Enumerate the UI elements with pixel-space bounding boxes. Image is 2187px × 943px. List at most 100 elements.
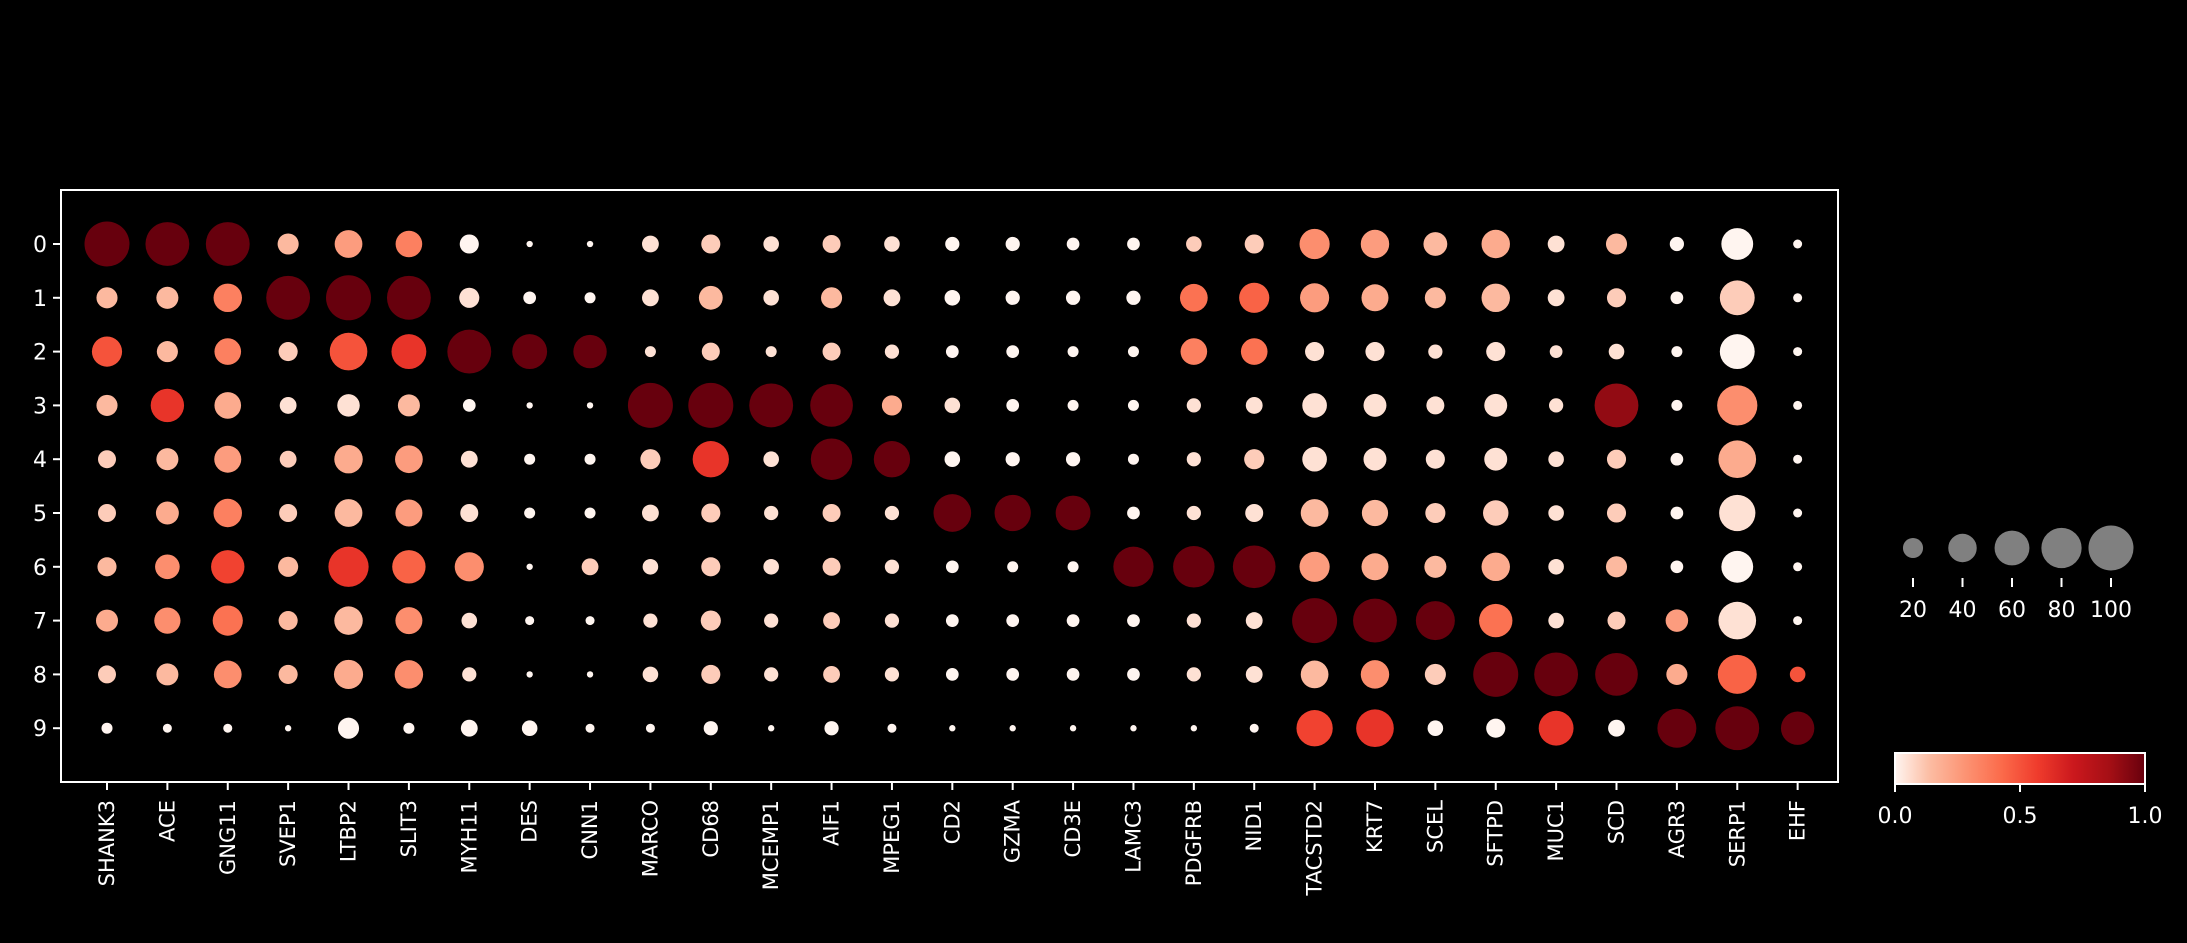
dot-PDGFRB-cluster-5 <box>1186 505 1201 521</box>
y-tick-label: 1 <box>33 287 47 312</box>
x-tick-label: TACSTD2 <box>1303 800 1327 897</box>
dot-SFTPD-cluster-2 <box>1486 342 1506 362</box>
y-tick-label: 6 <box>33 556 47 581</box>
dot-MYH11-cluster-3 <box>462 399 476 412</box>
dot-SCEL-cluster-3 <box>1426 396 1445 415</box>
dot-SHANK3-cluster-6 <box>97 557 117 577</box>
x-tick-label: SHANK3 <box>95 800 119 886</box>
dot-NID1-cluster-1 <box>1239 282 1270 313</box>
dot-GNG11-cluster-3 <box>214 392 242 419</box>
dot-CD2-cluster-0 <box>945 236 960 252</box>
dot-MYH11-cluster-8 <box>462 667 477 682</box>
dot-SHANK3-cluster-3 <box>96 394 118 416</box>
dot-SFTPD-cluster-8 <box>1473 651 1519 697</box>
dot-MPEG1-cluster-5 <box>884 505 900 521</box>
dot-PDGFRB-cluster-3 <box>1186 398 1201 413</box>
dot-AIF1-cluster-8 <box>823 665 840 683</box>
dot-MCEMP1-cluster-1 <box>763 290 779 306</box>
dot-SHANK3-cluster-1 <box>96 287 118 309</box>
dot-ACE-cluster-7 <box>154 607 181 634</box>
dot-MCEMP1-cluster-9 <box>768 725 775 732</box>
dot-SVEP1-cluster-9 <box>284 725 292 732</box>
dot-AGR3-cluster-5 <box>1670 506 1684 520</box>
size-legend-dot <box>1994 530 2030 566</box>
dot-SVEP1-cluster-3 <box>279 396 297 414</box>
dot-TACSTD2-cluster-8 <box>1300 660 1329 689</box>
dot-KRT7-cluster-7 <box>1353 598 1397 643</box>
dot-SLIT3-cluster-6 <box>392 550 426 584</box>
dot-TACSTD2-cluster-1 <box>1300 283 1330 313</box>
dot-PDGFRB-cluster-6 <box>1173 546 1215 588</box>
dot-MYH11-cluster-0 <box>459 234 479 254</box>
dot-SVEP1-cluster-7 <box>278 611 298 631</box>
dot-LAMC3-cluster-7 <box>1127 614 1140 627</box>
dot-NID1-cluster-7 <box>1245 612 1263 630</box>
size-legend-label: 40 <box>1949 598 1977 623</box>
dot-MARCO-cluster-1 <box>642 289 659 307</box>
dot-SHANK3-cluster-0 <box>84 221 130 267</box>
x-tick-label: KRT7 <box>1363 800 1387 853</box>
dot-SFTPD-cluster-1 <box>1481 283 1510 313</box>
dot-KRT7-cluster-1 <box>1361 284 1389 312</box>
dot-CNN1-cluster-5 <box>584 507 596 519</box>
dot-MCEMP1-cluster-6 <box>763 559 779 575</box>
dot-CNN1-cluster-8 <box>586 671 594 678</box>
dot-MUC1-cluster-3 <box>1549 398 1564 413</box>
dot-SCD-cluster-8 <box>1595 653 1638 696</box>
dot-MUC1-cluster-0 <box>1547 235 1565 253</box>
dot-GNG11-cluster-0 <box>205 222 250 266</box>
dot-MPEG1-cluster-7 <box>884 613 900 628</box>
dot-CD68-cluster-4 <box>692 441 729 478</box>
dot-CNN1-cluster-3 <box>586 402 594 409</box>
dot-LAMC3-cluster-8 <box>1127 668 1140 681</box>
dot-NID1-cluster-3 <box>1245 396 1263 414</box>
dot-MUC1-cluster-7 <box>1548 612 1564 629</box>
dot-CD2-cluster-4 <box>944 451 961 467</box>
dot-SLIT3-cluster-0 <box>395 230 423 258</box>
dot-EHF-cluster-1 <box>1793 293 1803 303</box>
dot-SLIT3-cluster-5 <box>395 499 423 527</box>
y-tick-label: 2 <box>33 341 47 366</box>
x-tick-label: EHF <box>1786 800 1810 841</box>
dot-DES-cluster-2 <box>512 334 548 370</box>
dot-AGR3-cluster-7 <box>1665 609 1689 632</box>
dot-LTBP2-cluster-7 <box>334 606 363 635</box>
y-tick-label: 8 <box>33 663 47 688</box>
dot-CD68-cluster-0 <box>701 234 721 254</box>
dot-MARCO-cluster-9 <box>645 723 655 733</box>
dot-DES-cluster-1 <box>523 291 537 305</box>
dot-SCD-cluster-1 <box>1606 288 1627 308</box>
dot-KRT7-cluster-3 <box>1363 393 1387 417</box>
dot-SCD-cluster-4 <box>1606 449 1627 469</box>
dot-MCEMP1-cluster-2 <box>765 346 777 358</box>
dot-LAMC3-cluster-1 <box>1126 290 1141 305</box>
dot-MUC1-cluster-2 <box>1549 345 1563 358</box>
dot-SCD-cluster-9 <box>1608 719 1625 737</box>
dot-CD2-cluster-6 <box>945 560 959 574</box>
dot-AGR3-cluster-8 <box>1666 663 1688 685</box>
dot-CNN1-cluster-4 <box>584 453 596 465</box>
dot-CD3E-cluster-4 <box>1065 452 1081 467</box>
dot-GNG11-cluster-1 <box>213 283 242 313</box>
y-tick-label: 4 <box>33 448 47 473</box>
y-axis: 0 1 2 3 4 5 6 7 8 9 <box>33 233 61 742</box>
x-tick-label: MARCO <box>638 800 662 877</box>
dot-SCD-cluster-6 <box>1605 556 1628 578</box>
dot-TACSTD2-cluster-3 <box>1302 393 1327 418</box>
dot-CD3E-cluster-5 <box>1055 495 1091 531</box>
x-tick-label: SVEP1 <box>276 800 300 867</box>
x-tick-label: MPEG1 <box>880 800 904 874</box>
dot-SLIT3-cluster-7 <box>395 607 423 635</box>
dot-MARCO-cluster-6 <box>642 559 659 575</box>
dot-LAMC3-cluster-0 <box>1127 237 1140 251</box>
size-legend-dot <box>1902 537 1924 559</box>
dot-SCD-cluster-0 <box>1605 233 1628 255</box>
dot-LTBP2-cluster-9 <box>337 717 360 739</box>
size-legend-label: 60 <box>1998 598 2026 623</box>
dot-AIF1-cluster-7 <box>823 612 840 630</box>
dot-MYH11-cluster-1 <box>459 287 480 308</box>
dot-MPEG1-cluster-6 <box>884 559 900 574</box>
dot-SVEP1-cluster-4 <box>279 450 297 468</box>
dot-NID1-cluster-8 <box>1245 665 1263 683</box>
dot-NID1-cluster-4 <box>1244 449 1265 470</box>
